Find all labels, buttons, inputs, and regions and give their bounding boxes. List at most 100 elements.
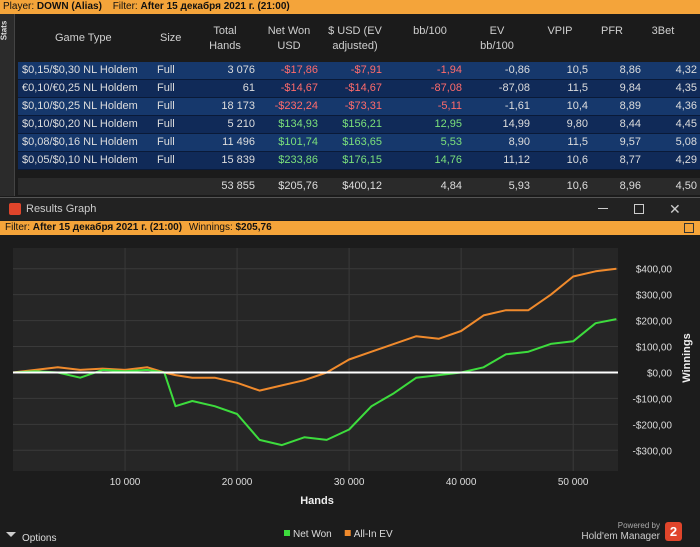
column-header: Game Type [55,32,112,44]
x-tick-label: 30 000 [334,477,365,488]
y-tick-label: -$200,00 [633,420,673,431]
stats-table: Game Type Size Total Hands Net Won USD $ USD… [0,14,700,197]
table-row[interactable]: $0,05/$0,10 NL Holdem Full 15 839 $233,86 $1… [18,152,700,170]
y-tick-label: $100,00 [636,343,673,354]
options-arrow[interactable] [6,532,16,537]
cell: -$17,86 [280,64,318,76]
label: Filter: [5,222,30,233]
table-row[interactable]: $0,10/$0,20 NL Holdem Full 5 210 $134,93 $15… [18,116,700,134]
cell: $0,05/$0,10 NL Holdem [22,154,138,166]
cell: $176,15 [342,154,382,166]
y-tick-label: $0,00 [647,368,672,379]
cell: 14,76 [434,154,462,166]
cell: Full [157,100,175,112]
options-button[interactable]: Options [22,533,56,544]
table-row[interactable]: €0,10/€0,25 NL Holdem Full 61 -$14,67 -$14,6… [18,80,700,98]
series-line [12,267,617,392]
cell: 4,84 [440,180,462,192]
legend-label: Net Won [293,529,332,540]
cell: 11,5 [567,82,588,94]
cell: 10,4 [566,100,588,112]
cell: -$232,24 [274,100,318,112]
y-axis-title: Winnings [681,333,693,382]
cell: $156,21 [342,118,382,130]
brand: Hold'em Manager [581,531,660,542]
filter: After 15 декабря 2021 г. (21:00) [140,1,290,12]
cell: 5,93 [508,180,530,192]
cell: 8,96 [619,180,641,192]
cell: -0,86 [504,64,530,76]
cell: Full [157,118,175,130]
cell: 53 855 [221,180,255,192]
cell: 15 839 [221,154,255,166]
column-header: EV bb/100 [480,25,514,52]
table-row[interactable]: $0,08/$0,16 NL Holdem Full 11 496 $101,74 $1… [18,134,700,152]
plot-area [13,248,618,471]
column-header: Size [160,32,182,44]
cell: 8,89 [619,100,641,112]
cell: 12,95 [434,118,462,130]
cell: 4,50 [675,180,697,192]
column-header: $ USD (EV adjusted) [328,25,382,52]
column-header: VPIP [547,25,573,37]
cell: 4,32 [675,64,697,76]
cell: Full [157,82,175,94]
winnings: $205,76 [235,222,272,233]
column-header: Net Won USD [267,25,311,52]
cell: $0,08/$0,16 NL Holdem [22,136,138,148]
column-header: bb/100 [413,25,447,37]
cell: -$14,67 [280,82,318,94]
column-header: PFR [601,25,623,37]
cell: $233,86 [278,154,318,166]
chart: Hands Winnings Options Powered by Hold'e… [6,248,693,544]
pin[interactable] [684,223,694,233]
cell: 14,99 [502,118,530,130]
top-bar: Player: DOWN (Alias) Filter: After 15 де… [0,0,700,14]
cell: 9,57 [619,136,641,148]
cell: -5,11 [437,100,462,112]
cell: 18 173 [221,100,255,112]
table-row[interactable]: $0,10/$0,25 NL Holdem Full 18 173 -$232,24 -… [18,98,700,116]
cell: -87,08 [498,82,530,94]
x-tick-label: 40 000 [446,477,477,488]
sidebar: Stats [0,14,15,196]
y-tick-label: $200,00 [636,317,673,328]
legend-label: All-In EV [354,529,393,540]
cell: 61 [242,82,255,94]
cell: 8,90 [508,136,530,148]
cell: $0,15/$0,30 NL Holdem [22,64,138,76]
cell: 4,45 [675,118,697,130]
cell: €0,10/€0,25 NL Holdem [22,82,138,94]
results-window: Results Graph ✕ Filter: After 15 декабря… [0,197,700,547]
legend-swatch [284,530,290,536]
totals-row: 53 855 $205,76 $400,12 4,84 5,93 10,6 8,96 4,50 [18,178,700,195]
cell: 11,5 [567,136,588,148]
x-tick-label: 10 000 [110,477,141,488]
legend: Net Won All-In EV [284,529,393,540]
player: DOWN (Alias) [36,1,102,12]
cell: 10,5 [566,64,588,76]
brand-badge-bg [665,522,682,541]
cell: 8,44 [619,118,641,130]
x-tick-label: 20 000 [222,477,253,488]
cell: 5 210 [227,118,255,130]
cell: 4,36 [675,100,697,112]
maximize[interactable] [634,204,644,214]
cell: 9,80 [566,118,588,130]
cell: $400,12 [342,180,382,192]
minimize[interactable] [598,208,608,209]
y-tick-label: $400,00 [636,265,673,276]
cell: -1,94 [436,64,462,76]
cell: -$14,67 [344,82,382,94]
filter-bar: Filter: After 15 декабря 2021 г. (21:00)… [0,221,700,235]
cell: 3 076 [227,64,255,76]
table-row[interactable]: $0,15/$0,30 NL Holdem Full 3 076 -$17,86 -$7… [18,62,700,80]
cell: 5,08 [675,136,697,148]
cell: $0,10/$0,20 NL Holdem [22,118,138,130]
brand-badge: 2 [670,524,677,539]
cell: $205,76 [278,180,318,192]
cell: $0,10/$0,25 NL Holdem [22,100,138,112]
close[interactable]: ✕ [669,201,681,217]
legend-swatch [344,530,351,536]
